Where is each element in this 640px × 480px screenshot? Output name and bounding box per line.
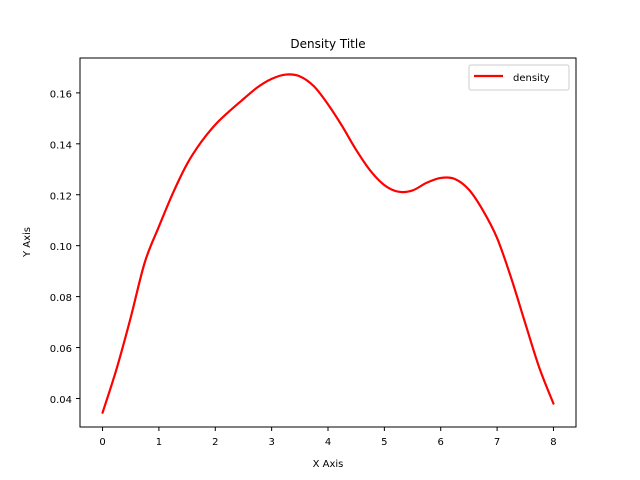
series-line-density bbox=[101, 73, 555, 414]
x-axis-label: X Axis bbox=[313, 459, 344, 470]
x-tick-label: 4 bbox=[325, 437, 331, 448]
x-tick-label: 3 bbox=[268, 437, 274, 448]
x-tick-label: 6 bbox=[438, 437, 444, 448]
y-tick-label: 0.14 bbox=[50, 140, 72, 151]
chart-title: Density Title bbox=[290, 37, 365, 51]
plot-frame bbox=[79, 57, 577, 428]
y-tick-label: 0.10 bbox=[50, 242, 72, 253]
series-layer bbox=[101, 73, 555, 414]
x-tick-label: 8 bbox=[550, 437, 556, 448]
legend-label-density: density bbox=[513, 73, 550, 84]
legend-box bbox=[468, 64, 570, 91]
legend: density bbox=[468, 64, 570, 91]
ticks-layer: 0 1 2 3 4 5 6 7 8 0.04 0.06 0.08 0.10 0.12 0.14 0.16 bbox=[50, 89, 557, 448]
y-tick-label: 0.04 bbox=[50, 395, 72, 406]
x-tick-label: 2 bbox=[212, 437, 218, 448]
x-tick-label: 7 bbox=[494, 437, 500, 448]
y-tick-label: 0.06 bbox=[50, 344, 72, 355]
y-axis-label: Y Axis bbox=[22, 227, 33, 258]
plot-area bbox=[80, 58, 576, 427]
x-tick-label: 0 bbox=[99, 437, 105, 448]
y-tick-label: 0.08 bbox=[50, 293, 72, 304]
x-tick-label: 1 bbox=[156, 437, 162, 448]
x-tick-label: 5 bbox=[381, 437, 387, 448]
y-tick-label: 0.16 bbox=[50, 89, 72, 100]
y-tick-label: 0.12 bbox=[50, 191, 72, 202]
